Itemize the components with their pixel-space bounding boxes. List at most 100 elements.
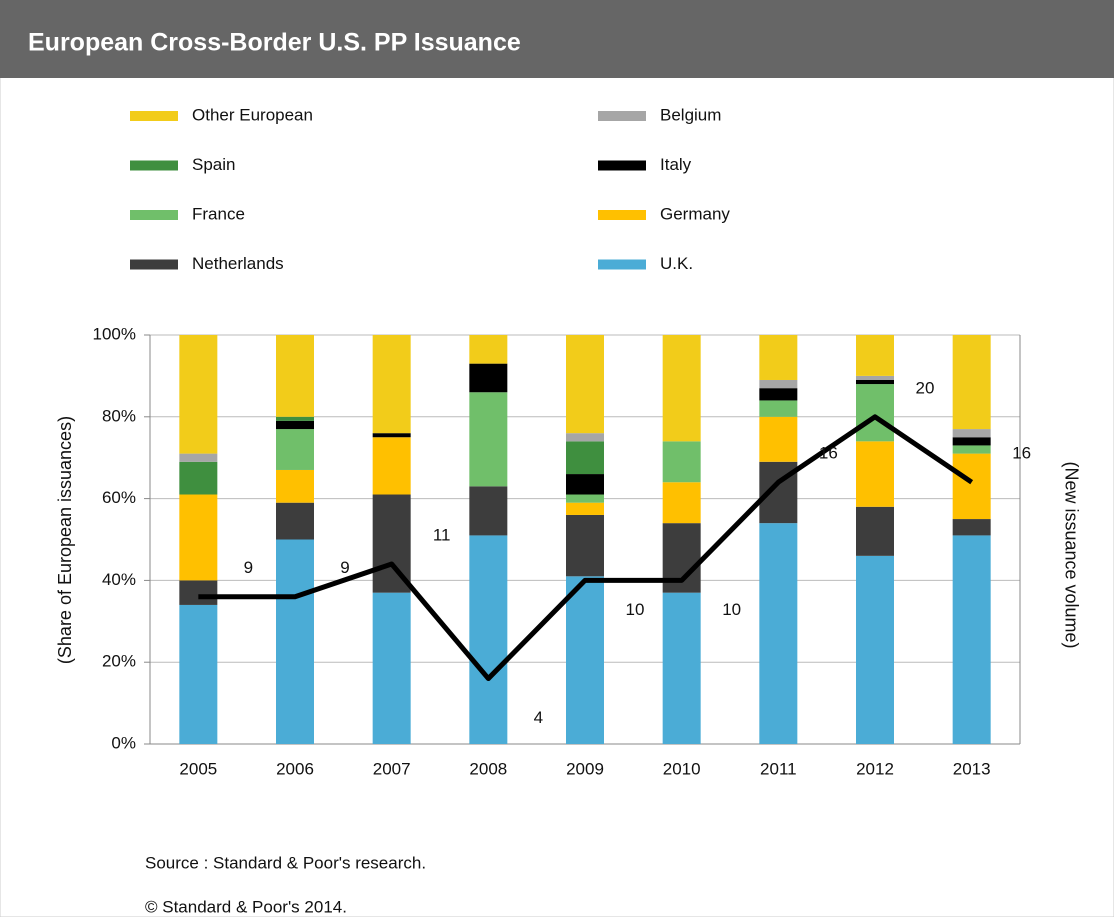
x-tick-label: 2008 (469, 759, 507, 778)
line-series (198, 414, 974, 682)
copyright-note: © Standard & Poor's 2014. (145, 897, 347, 916)
bar-segment (179, 494, 218, 581)
bar-segment (856, 379, 894, 385)
data-label: 9 (340, 558, 349, 577)
x-tick-label: 2006 (276, 759, 314, 778)
legend-label: Other European (192, 105, 313, 124)
y-axis-label: (Share of European issuances) (55, 416, 75, 664)
bar-segment (952, 453, 991, 520)
bar-segment (566, 576, 604, 744)
bar-segment (662, 592, 701, 744)
y-tick-label: 40% (102, 570, 136, 589)
y2-axis-label: (New issuance volume) (1061, 461, 1081, 648)
bar-segment (179, 453, 218, 462)
bar-segment (759, 400, 798, 417)
legend-swatch (130, 259, 178, 270)
x-tick-label: 2007 (373, 759, 411, 778)
data-label: 10 (626, 600, 645, 619)
x-tick-label: 2010 (663, 759, 701, 778)
bar-segment (759, 335, 798, 380)
bar-segment (276, 469, 314, 503)
bar-segment (276, 416, 314, 421)
bar-segment (952, 445, 991, 454)
y-tick-label: 0% (111, 733, 136, 752)
bar-segment (566, 474, 604, 495)
bar-segment (952, 429, 991, 438)
bar-segment (856, 441, 894, 507)
legend-swatch (130, 160, 178, 171)
legend-swatch (130, 111, 178, 121)
bar-segment (566, 494, 604, 503)
x-tick-label: 2011 (760, 759, 797, 778)
chart-title: European Cross-Border U.S. PP Issuance (28, 29, 521, 57)
bar-segment (566, 514, 604, 577)
legend-label: Belgium (660, 105, 721, 124)
bar-segment (856, 506, 894, 556)
legend-swatch (598, 210, 646, 220)
y-tick-label: 80% (102, 406, 136, 425)
bar-segment (566, 441, 604, 475)
bar-segment (759, 416, 798, 462)
bar-segment (179, 461, 218, 495)
bar-segment (759, 523, 798, 744)
legend-swatch (130, 210, 178, 220)
bar-segment (276, 420, 314, 430)
bar-segment (856, 555, 894, 744)
y-tick-label: 20% (102, 652, 136, 671)
x-tick-label: 2013 (953, 759, 991, 778)
y-tick-label: 100% (93, 324, 136, 343)
data-label: 10 (722, 600, 741, 619)
bar-segment (856, 384, 894, 442)
data-label: 20 (916, 378, 935, 397)
bar-segment (469, 335, 508, 364)
bar-segment (276, 335, 314, 417)
bar-segment (469, 363, 508, 393)
data-label: 11 (433, 526, 451, 545)
bar-segment (276, 502, 314, 540)
bar-segment (276, 429, 314, 470)
legend-label: U.K. (660, 254, 693, 273)
data-label: 9 (244, 558, 253, 577)
data-label: 16 (819, 444, 838, 463)
bar-segment (662, 441, 701, 483)
bar-segment (469, 535, 508, 744)
bar-segment (566, 433, 604, 442)
bar-segment (566, 502, 604, 515)
bar-segment (952, 535, 991, 744)
legend-label: Spain (192, 155, 235, 174)
source-note: Source : Standard & Poor's research. (145, 853, 426, 872)
x-tick-label: 2012 (856, 759, 894, 778)
data-label: 16 (1012, 444, 1031, 463)
bar-segment (952, 437, 991, 446)
bar-segment (759, 388, 798, 401)
bar-segment (662, 482, 701, 524)
bar-segment (469, 486, 508, 536)
legend-swatch (598, 160, 646, 171)
bar-segment (372, 437, 411, 495)
bar-segment (856, 335, 894, 376)
bar-segment (372, 592, 411, 744)
bar-segment (952, 335, 991, 430)
legend-swatch (598, 111, 646, 121)
x-tick-label: 2005 (179, 759, 217, 778)
bar-segment (179, 335, 218, 454)
bar-segment (662, 335, 701, 442)
x-tick-label: 2009 (566, 759, 604, 778)
bar-segment (372, 433, 411, 438)
bar-segment (372, 335, 411, 434)
bar-segment (566, 335, 604, 434)
legend-label: France (192, 204, 245, 223)
header-bar (0, 0, 1114, 78)
bar-segment (276, 539, 314, 744)
legend-swatch (598, 259, 646, 270)
bar-segment (759, 379, 798, 389)
legend-label: Germany (660, 204, 730, 223)
bar-segment (952, 519, 991, 536)
data-label: 4 (534, 708, 543, 727)
bar-segment (179, 604, 218, 744)
bar-segment (179, 580, 218, 605)
bar-segment (469, 392, 508, 487)
legend-label: Netherlands (192, 254, 284, 273)
